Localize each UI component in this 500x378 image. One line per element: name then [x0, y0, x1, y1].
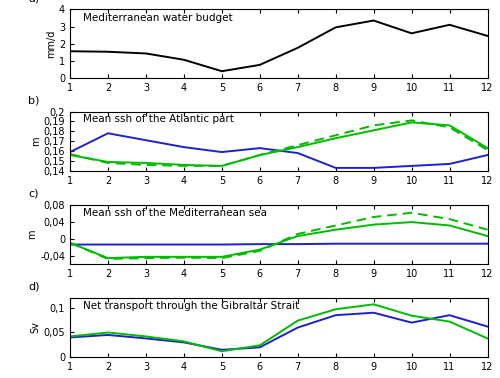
Text: a): a) — [28, 0, 40, 4]
Y-axis label: m: m — [28, 229, 38, 239]
Text: c): c) — [28, 189, 39, 199]
Y-axis label: mm/d: mm/d — [46, 29, 56, 58]
Text: b): b) — [28, 96, 40, 105]
Text: d): d) — [28, 282, 40, 292]
Y-axis label: Sv: Sv — [30, 322, 40, 333]
Text: Mediterranean water budget: Mediterranean water budget — [82, 13, 232, 23]
Y-axis label: m: m — [30, 136, 40, 146]
Text: Mean ssh of the Mediterranean sea: Mean ssh of the Mediterranean sea — [82, 208, 266, 218]
Text: Net transport through the Gibraltar Strait: Net transport through the Gibraltar Stra… — [82, 301, 299, 311]
Text: Mean ssh of the Atlantic part: Mean ssh of the Atlantic part — [82, 115, 234, 124]
